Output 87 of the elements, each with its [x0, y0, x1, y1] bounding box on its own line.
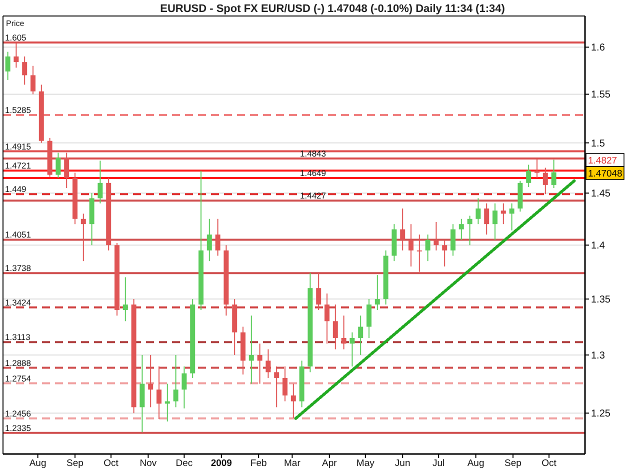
x-tick-label: Dec: [176, 458, 193, 469]
candlestick: [416, 234, 422, 272]
y-tick-label: 1.6: [591, 42, 606, 54]
candlestick: [156, 366, 162, 420]
y-tick-label: 1.5: [591, 138, 606, 150]
x-tick-label: Jun: [394, 458, 410, 469]
candlestick: [290, 383, 296, 418]
candlestick: [492, 202, 498, 240]
candlestick: [173, 354, 178, 408]
x-tick-label: May: [356, 458, 375, 469]
candlestick: [350, 332, 355, 367]
x-tick-label: Jul: [432, 458, 445, 469]
candlestick: [534, 158, 540, 178]
candlestick: [366, 298, 372, 338]
candlestick: [374, 274, 380, 311]
y-tick-label: 1.4: [591, 240, 606, 252]
x-tick-label: Sep: [66, 458, 84, 469]
candlestick: [5, 51, 10, 80]
candlestick: [324, 293, 330, 344]
text: 1.4827: [588, 155, 618, 166]
x-tick-label: Aug: [29, 458, 46, 469]
candlestick: [450, 224, 456, 256]
candlestick: [332, 304, 338, 350]
candlestick: [215, 218, 220, 256]
candlestick: [476, 198, 481, 225]
x-tick-label: Feb: [250, 458, 267, 469]
x-tick-label: Mar: [284, 458, 300, 469]
candlestick: [122, 276, 128, 322]
candlestick: [14, 42, 19, 68]
candlestick: [30, 65, 36, 95]
ref-line-label: 1.2888: [5, 358, 32, 368]
candlestick: [434, 222, 439, 251]
candlestick: [500, 202, 506, 225]
text: 1.47048: [588, 168, 622, 180]
ref-line-label: 1.2456: [5, 408, 32, 418]
candlestick: [22, 56, 28, 86]
ref-line-label: 1.4721: [5, 160, 32, 171]
y-axis-title: Price: [6, 19, 25, 28]
x-tick-label: Oct: [104, 458, 119, 469]
candlestick: [341, 315, 346, 350]
candlestick: [274, 366, 280, 408]
candlestick: [282, 366, 288, 402]
candlestick: [467, 215, 472, 246]
candlestick: [148, 354, 154, 408]
candlestick: [257, 343, 262, 384]
chart-title: EURUSD - Spot FX EUR/USD (-) 1.47048 (-0.10%) Daily 11:34 (1:34): [160, 3, 506, 15]
y-tick-label: 1.35: [591, 294, 611, 306]
x-tick-label: Nov: [140, 458, 157, 469]
ref-line-label: 1.605: [5, 32, 27, 43]
y-tick-label: 1.55: [591, 90, 611, 101]
candlestick: [526, 164, 532, 188]
candlestick: [408, 224, 414, 267]
candlestick: [206, 218, 212, 262]
y-tick-label: 1.25: [591, 408, 611, 420]
ref-line-label: 1.3738: [5, 263, 32, 274]
ref-line-label: 1.3424: [5, 297, 32, 308]
candlestick: [442, 239, 448, 267]
ref-line-label: 1.4915: [5, 141, 32, 152]
candlestick: [484, 202, 490, 236]
candlestick: [509, 202, 514, 231]
ref-line-label: 1.3113: [5, 332, 31, 342]
y-tick-label: 1.3: [591, 350, 606, 362]
ref-line-label: 1.2754: [5, 373, 32, 384]
candlestick: [182, 366, 187, 409]
x-tick-label: 2009: [210, 458, 232, 469]
candlestick: [266, 348, 271, 378]
candlestick: [140, 354, 145, 433]
candlestick: [551, 159, 556, 188]
candlestick: [542, 167, 548, 195]
ref-line-label: 1.2335: [5, 422, 32, 433]
x-tick-label: Sep: [504, 458, 522, 469]
candlestick: [80, 213, 86, 262]
candlestick: [458, 218, 464, 240]
candlestick: [56, 152, 61, 178]
x-tick-label: Aug: [467, 458, 484, 469]
candlestick: [248, 315, 254, 384]
ref-line-label: 1.449: [5, 184, 27, 194]
candlestick: [316, 272, 322, 311]
ref-line-label: 1.5285: [5, 104, 32, 115]
candlestick: [425, 234, 430, 262]
candlestick: [400, 208, 406, 251]
candlestick: [358, 315, 364, 356]
x-tick-label: Oct: [542, 458, 557, 469]
ref-line-label: 1.4051: [5, 230, 32, 240]
x-tick-label: Apr: [322, 458, 337, 469]
candlestick: [98, 160, 103, 204]
y-tick-label: 1.45: [591, 188, 611, 200]
